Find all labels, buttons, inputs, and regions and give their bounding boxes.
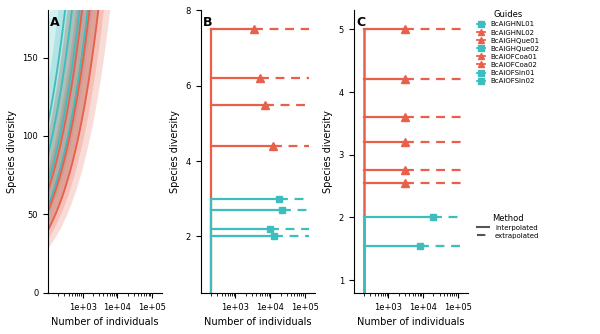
- X-axis label: Number of individuals: Number of individuals: [357, 317, 464, 327]
- Text: B: B: [203, 16, 212, 29]
- Y-axis label: Species diversity: Species diversity: [170, 110, 180, 193]
- Y-axis label: Species diversity: Species diversity: [7, 110, 17, 193]
- Text: A: A: [50, 16, 60, 29]
- X-axis label: Number of individuals: Number of individuals: [204, 317, 312, 327]
- Y-axis label: Species diversity: Species diversity: [323, 110, 333, 193]
- Text: C: C: [356, 16, 365, 29]
- X-axis label: Number of individuals: Number of individuals: [52, 317, 159, 327]
- Legend: interpolated, extrapolated: interpolated, extrapolated: [475, 211, 541, 241]
